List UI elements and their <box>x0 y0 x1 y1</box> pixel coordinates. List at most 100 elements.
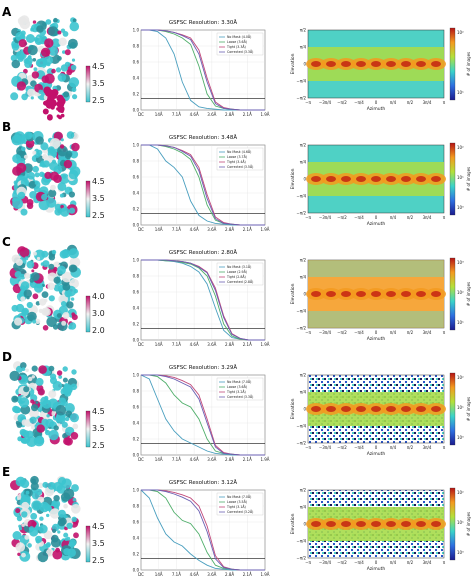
map-blob <box>52 381 63 391</box>
heatmap-hotspot <box>311 406 321 412</box>
map-blob <box>71 58 76 62</box>
fsc-legend <box>216 492 264 516</box>
fsc-x-tick: 1.9Å <box>260 112 269 117</box>
map-blob <box>46 100 56 109</box>
map-blob <box>60 138 64 142</box>
legend-entry: No Mask (7.0Å) <box>227 379 251 384</box>
dist-y-tick: π/2 <box>300 373 307 378</box>
map-blob <box>41 250 49 258</box>
map-blob <box>53 425 59 431</box>
legend-entry: Tight (3.4Å) <box>226 159 246 164</box>
map-blob <box>53 17 58 23</box>
panel-row-B: B 4.5 3.5 2.5 GSFSC Resolution: 3.48Å DC 14Å 7.… <box>2 120 471 232</box>
map-blob <box>45 543 51 548</box>
fsc-x-tick: 3.6Å <box>207 572 216 577</box>
map-blob <box>39 516 44 521</box>
fsc-x-tick: 14Å <box>155 457 163 462</box>
map-blob <box>56 370 63 376</box>
legend-entry: No Mask (4.0Å) <box>227 34 251 39</box>
heatmap-hotspot <box>431 176 441 182</box>
map-blob <box>63 532 69 538</box>
dist-y-tick: −π/2 <box>296 96 306 101</box>
map-blob <box>26 301 33 309</box>
map-blob <box>32 150 37 155</box>
dist-y-tick: π/4 <box>300 45 307 50</box>
map-blob <box>38 365 47 374</box>
map-blob <box>32 293 39 300</box>
panel-label: E <box>2 465 10 479</box>
fsc-y-tick: 0.4 <box>133 421 140 426</box>
fsc-x-tick: 2.8Å <box>225 112 234 117</box>
heatmap-hotspot <box>431 291 441 297</box>
viewing-distribution-heatmap <box>306 144 446 214</box>
fsc-x-tick: 4.6Å <box>190 572 199 577</box>
map-blob <box>58 96 65 103</box>
dist-x-tick: π/2 <box>407 215 414 220</box>
dist-x-tick: −π <box>305 560 311 565</box>
local-res-tick: 2.5 <box>92 556 105 565</box>
dist-y-tick: 0 <box>303 177 306 182</box>
map-blob <box>27 172 35 180</box>
map-blob <box>42 481 49 488</box>
dist-y-tick: −π/2 <box>296 326 306 331</box>
map-blob <box>31 425 35 430</box>
map-blob <box>57 182 67 192</box>
map-blob <box>57 265 66 275</box>
map-blob <box>21 523 25 527</box>
dist-x-tick: 0 <box>375 560 378 565</box>
map-blob <box>33 67 38 72</box>
map-blob <box>64 437 73 446</box>
map-blob <box>55 404 67 416</box>
heatmap-hotspot <box>371 291 381 297</box>
heatmap-hotspot <box>416 406 426 412</box>
map-blob <box>45 429 49 433</box>
map-blob <box>62 31 69 37</box>
heatmap-hotspot <box>341 521 351 527</box>
dist-x-tick: π <box>443 560 446 565</box>
map-blob <box>20 296 26 302</box>
dist-x-tick: π <box>443 445 446 450</box>
dist-y-tick: 0 <box>303 407 306 412</box>
map-blob <box>62 174 67 179</box>
local-res-tick: 3.5 <box>92 424 105 433</box>
map-blob <box>71 87 77 93</box>
local-res-tick: 2.5 <box>92 96 105 105</box>
fsc-x-tick: DC <box>138 457 144 462</box>
heatmap-hotspot <box>326 176 336 182</box>
fsc-y-tick: 1.0 <box>133 258 140 263</box>
map-blob <box>38 89 43 95</box>
fsc-legend <box>216 147 264 171</box>
map-blob <box>46 548 54 557</box>
map-blob <box>44 88 54 97</box>
map-blob <box>15 31 25 42</box>
dist-xlabel: Azimuth <box>367 221 386 227</box>
map-blob <box>31 521 37 527</box>
dist-x-tick: 3π/4 <box>423 445 432 450</box>
map-blob <box>48 429 59 441</box>
fsc-legend <box>216 32 264 56</box>
dist-xlabel: Azimuth <box>367 336 386 342</box>
fsc-x-tick: 1.9Å <box>260 227 269 232</box>
map-blob <box>42 155 47 160</box>
map-blob <box>44 73 55 84</box>
fsc-x-tick: 4.6Å <box>190 112 199 117</box>
legend-entry: No Mask (3.1Å) <box>227 264 251 269</box>
map-blob <box>62 50 66 54</box>
map-blob <box>48 365 55 372</box>
dist-x-tick: 0 <box>375 330 378 335</box>
cbar-tick: 10¹ <box>457 90 464 95</box>
heatmap-hotspot <box>326 406 336 412</box>
map-blob <box>27 55 32 60</box>
dist-xlabel: Azimuth <box>367 106 386 112</box>
dist-y-tick: −π/4 <box>296 309 306 314</box>
map-blob <box>61 271 73 283</box>
dist-x-tick: −π/4 <box>354 215 364 220</box>
map-blob <box>67 548 76 558</box>
map-blob <box>35 535 43 543</box>
fsc-x-tick: 7.1Å <box>172 342 181 347</box>
map-blob <box>35 401 39 404</box>
legend-entry: Corrected (2.8Å) <box>227 279 253 284</box>
panel-label: D <box>2 350 12 364</box>
fsc-y-tick: 0.4 <box>133 536 140 541</box>
panel-label: A <box>2 5 12 19</box>
